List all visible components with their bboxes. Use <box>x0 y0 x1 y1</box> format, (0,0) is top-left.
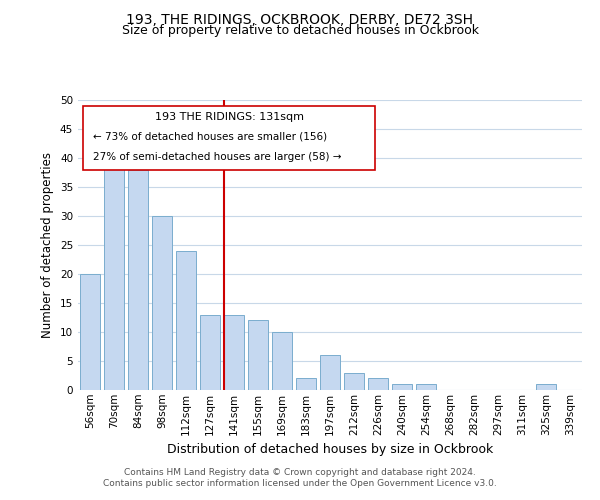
Bar <box>392 384 412 390</box>
Bar <box>152 216 172 390</box>
Bar <box>368 378 388 390</box>
X-axis label: Distribution of detached houses by size in Ockbrook: Distribution of detached houses by size … <box>167 443 493 456</box>
Text: ← 73% of detached houses are smaller (156): ← 73% of detached houses are smaller (15… <box>93 132 327 142</box>
Bar <box>536 384 556 390</box>
Bar <box>296 378 316 390</box>
FancyBboxPatch shape <box>83 106 376 170</box>
Bar <box>80 274 100 390</box>
Text: 193 THE RIDINGS: 131sqm: 193 THE RIDINGS: 131sqm <box>155 112 304 122</box>
Bar <box>176 251 196 390</box>
Text: 27% of semi-detached houses are larger (58) →: 27% of semi-detached houses are larger (… <box>93 152 341 162</box>
Bar <box>320 355 340 390</box>
Bar <box>104 146 124 390</box>
Bar <box>200 314 220 390</box>
Bar <box>224 314 244 390</box>
Bar <box>248 320 268 390</box>
Text: Size of property relative to detached houses in Ockbrook: Size of property relative to detached ho… <box>121 24 479 37</box>
Text: 193, THE RIDINGS, OCKBROOK, DERBY, DE72 3SH: 193, THE RIDINGS, OCKBROOK, DERBY, DE72 … <box>127 12 473 26</box>
Bar <box>344 372 364 390</box>
Bar <box>416 384 436 390</box>
Bar <box>128 170 148 390</box>
Bar <box>272 332 292 390</box>
Text: Contains HM Land Registry data © Crown copyright and database right 2024.
Contai: Contains HM Land Registry data © Crown c… <box>103 468 497 487</box>
Y-axis label: Number of detached properties: Number of detached properties <box>41 152 55 338</box>
